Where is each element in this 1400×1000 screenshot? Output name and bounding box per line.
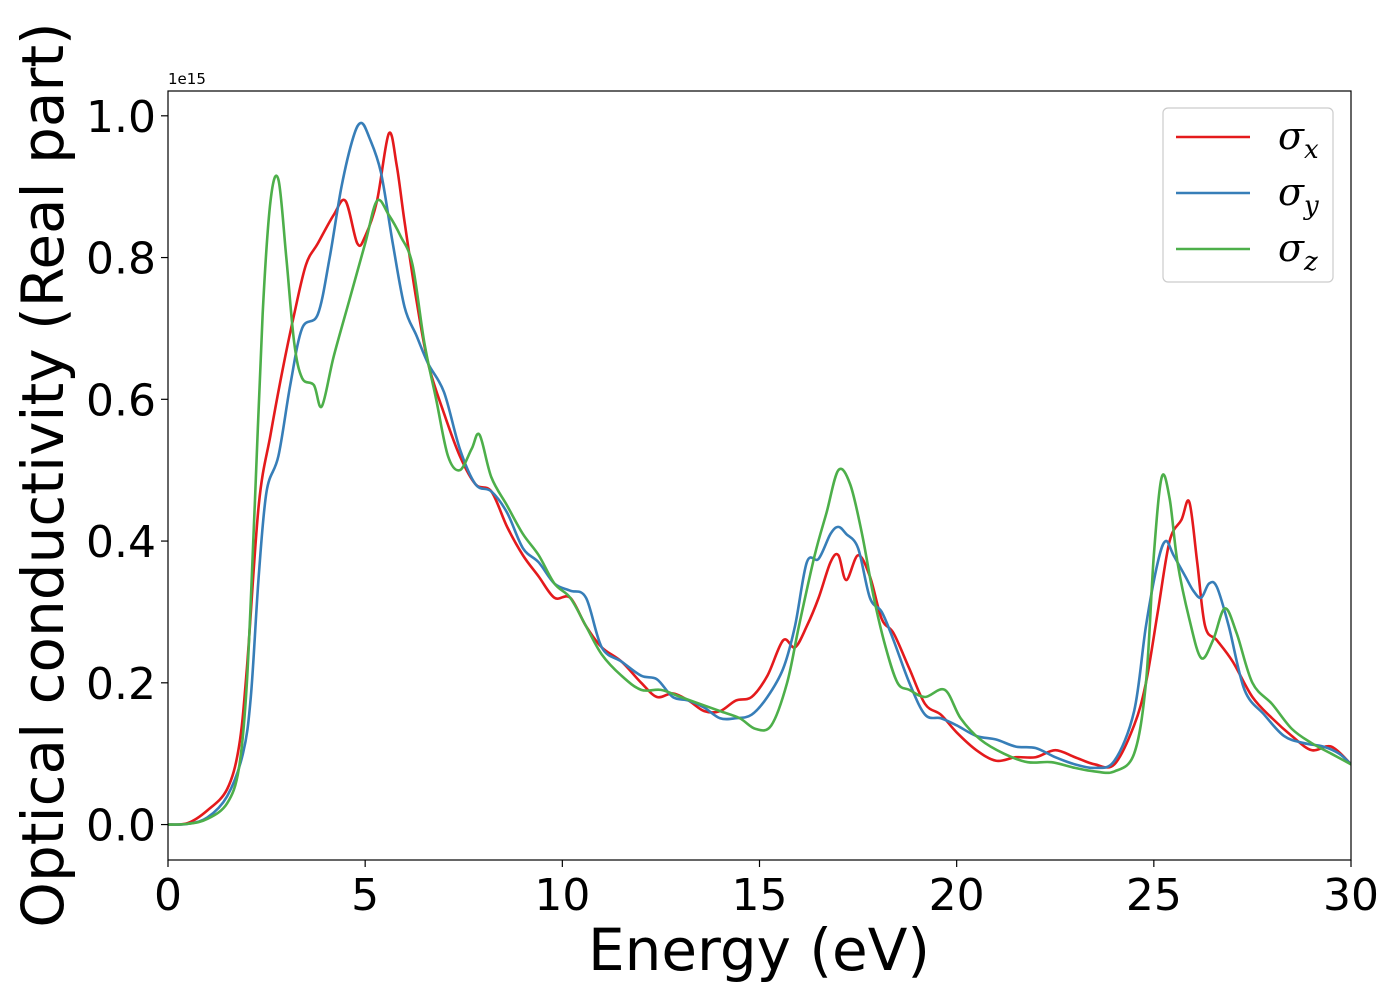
x-axis-ticks: 0 5 10 15 20 25 30 bbox=[154, 860, 1379, 921]
x-tick-label: 30 bbox=[1323, 870, 1379, 921]
y-tick-label: 0.0 bbox=[86, 801, 156, 852]
legend-frame bbox=[1162, 107, 1334, 283]
series-line-z bbox=[168, 174, 1351, 826]
series-layer bbox=[168, 121, 1351, 826]
y-tick-label: 1.0 bbox=[86, 92, 156, 143]
legend-label-z: σz bbox=[1278, 226, 1318, 277]
x-tick-label: 10 bbox=[534, 870, 590, 921]
x-tick-label: 0 bbox=[154, 870, 182, 921]
series-line-y bbox=[168, 121, 1351, 826]
legend-label-x: σx bbox=[1278, 114, 1319, 165]
x-axis-label: Energy (eV) bbox=[588, 916, 930, 984]
y-tick-label: 0.4 bbox=[86, 517, 156, 568]
x-tick-label: 5 bbox=[351, 870, 379, 921]
y-tick-label: 0.2 bbox=[86, 659, 156, 710]
x-tick-label: 25 bbox=[1126, 870, 1182, 921]
series-line-x bbox=[168, 131, 1351, 826]
x-tick-label: 15 bbox=[732, 870, 788, 921]
x-tick-label: 20 bbox=[929, 870, 985, 921]
y-axis-ticks: 0.0 0.2 0.4 0.6 0.8 1.0 bbox=[86, 92, 168, 852]
y-tick-label: 0.8 bbox=[86, 234, 156, 285]
y-axis-offset-label: 1e15 bbox=[168, 70, 206, 88]
legend-label-y: σy bbox=[1278, 170, 1319, 221]
y-tick-label: 0.6 bbox=[86, 375, 156, 426]
y-axis-label: Optical conductivity (Real part) bbox=[9, 22, 77, 927]
